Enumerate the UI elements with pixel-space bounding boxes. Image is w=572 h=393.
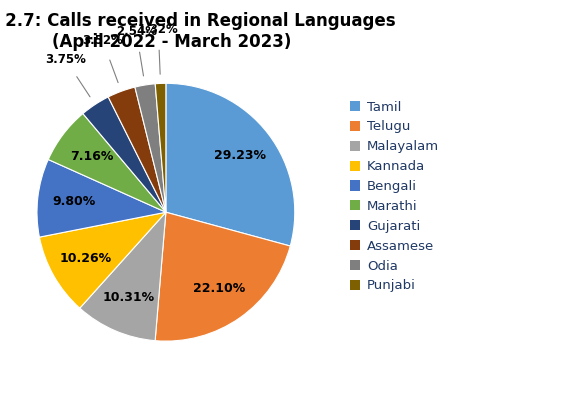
Wedge shape	[155, 83, 166, 212]
Text: 7.16%: 7.16%	[70, 150, 113, 163]
Wedge shape	[48, 114, 166, 212]
Wedge shape	[37, 160, 166, 237]
Text: 29.23%: 29.23%	[213, 149, 265, 162]
Text: 1.32%: 1.32%	[138, 23, 178, 36]
Text: 22.10%: 22.10%	[193, 282, 245, 295]
Wedge shape	[83, 97, 166, 212]
Text: 3.52%: 3.52%	[82, 34, 123, 47]
Wedge shape	[39, 212, 166, 308]
Text: 9.80%: 9.80%	[52, 195, 96, 208]
Text: 10.31%: 10.31%	[103, 291, 155, 304]
Wedge shape	[166, 83, 295, 246]
Text: 3.75%: 3.75%	[45, 53, 86, 66]
Text: 10.26%: 10.26%	[59, 252, 112, 264]
Legend: Tamil, Telugu, Malayalam, Kannada, Bengali, Marathi, Gujarati, Assamese, Odia, P: Tamil, Telugu, Malayalam, Kannada, Benga…	[350, 101, 439, 292]
Wedge shape	[80, 212, 166, 341]
Wedge shape	[135, 84, 166, 212]
Text: Chart 2.7: Calls received in Regional Languages
(April 2022 - March 2023): Chart 2.7: Calls received in Regional La…	[0, 12, 395, 51]
Text: 2.54%: 2.54%	[116, 25, 157, 38]
Wedge shape	[155, 212, 290, 341]
Wedge shape	[108, 87, 166, 212]
